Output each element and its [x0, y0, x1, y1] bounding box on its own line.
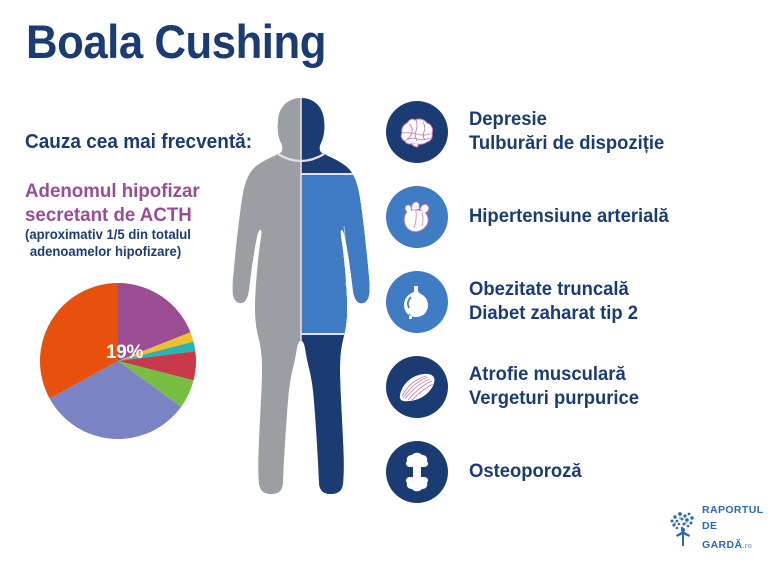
pie-chart-svg: [40, 283, 196, 439]
cause-heading: Cauza cea mai frecventă:: [25, 131, 253, 153]
brand-logo[interactable]: RAPORTUL DE GARDĂ.ro: [668, 504, 763, 551]
cause-value: Adenomul hipofizar secretant de ACTH: [25, 180, 246, 227]
symptom-row-muscle-atrophy[interactable]: Atrofie musculară Vergeturi purpurice: [386, 356, 756, 418]
symptom-line-1: Hipertensiune arterială: [469, 206, 669, 228]
symptom-line-1: Obezitate truncală: [469, 279, 629, 301]
pie-slices: [40, 283, 196, 439]
body-silhouette: [228, 96, 374, 496]
heart-icon: [386, 186, 448, 248]
muscle-icon: [386, 356, 448, 418]
cause-value-line1: Adenomul hipofizar: [25, 180, 200, 202]
symptom-label-depression: Depresie Tulburări de dispoziție: [469, 108, 664, 155]
cause-note-line1: (aproximativ 1/5 din totalul: [25, 227, 191, 242]
logo-tld: .ro: [742, 543, 753, 551]
bone-icon: [386, 441, 448, 503]
pie-slice: [118, 332, 194, 361]
symptom-row-depression[interactable]: Depresie Tulburări de dispoziție: [386, 101, 756, 163]
symptom-label-osteoporosis: Osteoporoză: [469, 460, 582, 484]
cause-note: (aproximativ 1/5 din totalul adenoamelor…: [25, 227, 253, 260]
pie-slice: [118, 351, 196, 381]
cause-value-line2: secretant de ACTH: [25, 203, 192, 226]
pie-slice: [118, 341, 196, 361]
pie-slice: [40, 283, 119, 399]
body-silhouette-svg: [232, 98, 370, 494]
symptom-line-1: Atrofie musculară: [469, 364, 626, 386]
symptom-line-2: Vergeturi purpurice: [469, 388, 640, 409]
symptom-label-hypertension: Hipertensiune arterială: [469, 205, 669, 229]
symptom-row-hypertension[interactable]: Hipertensiune arterială: [386, 186, 756, 248]
logo-line-1: RAPORTUL: [702, 503, 764, 516]
symptom-line-1: Osteoporoză: [469, 461, 582, 483]
symptom-row-osteoporosis[interactable]: Osteoporoză: [386, 441, 756, 503]
page-title: Boala Cushing: [26, 15, 326, 68]
symptom-row-obesity[interactable]: Obezitate truncală Diabet zaharat tip 2: [386, 271, 756, 333]
pie-slice: [118, 361, 194, 407]
brain-icon: [386, 101, 448, 163]
pie-slice: [118, 283, 191, 361]
symptom-line-2: Tulburări de dispoziție: [469, 133, 665, 154]
body-torso-highlight: [301, 174, 370, 334]
stomach-icon: [386, 271, 448, 333]
symptom-line-2: Diabet zaharat tip 2: [469, 303, 638, 324]
symptom-label-muscle-atrophy: Atrofie musculară Vergeturi purpurice: [469, 363, 639, 410]
logo-text: RAPORTUL DE GARDĂ.ro: [702, 504, 764, 554]
pie-chart: 19%: [38, 281, 198, 441]
pie-slice: [49, 361, 182, 439]
symptom-line-1: Depresie: [469, 109, 547, 131]
tree-person-icon: [670, 512, 694, 546]
logo-line-2: DE GARDĂ: [702, 520, 743, 552]
cause-note-line2: adenoamelor hipofizare): [29, 243, 182, 259]
symptom-label-obesity: Obezitate truncală Diabet zaharat tip 2: [469, 278, 638, 325]
